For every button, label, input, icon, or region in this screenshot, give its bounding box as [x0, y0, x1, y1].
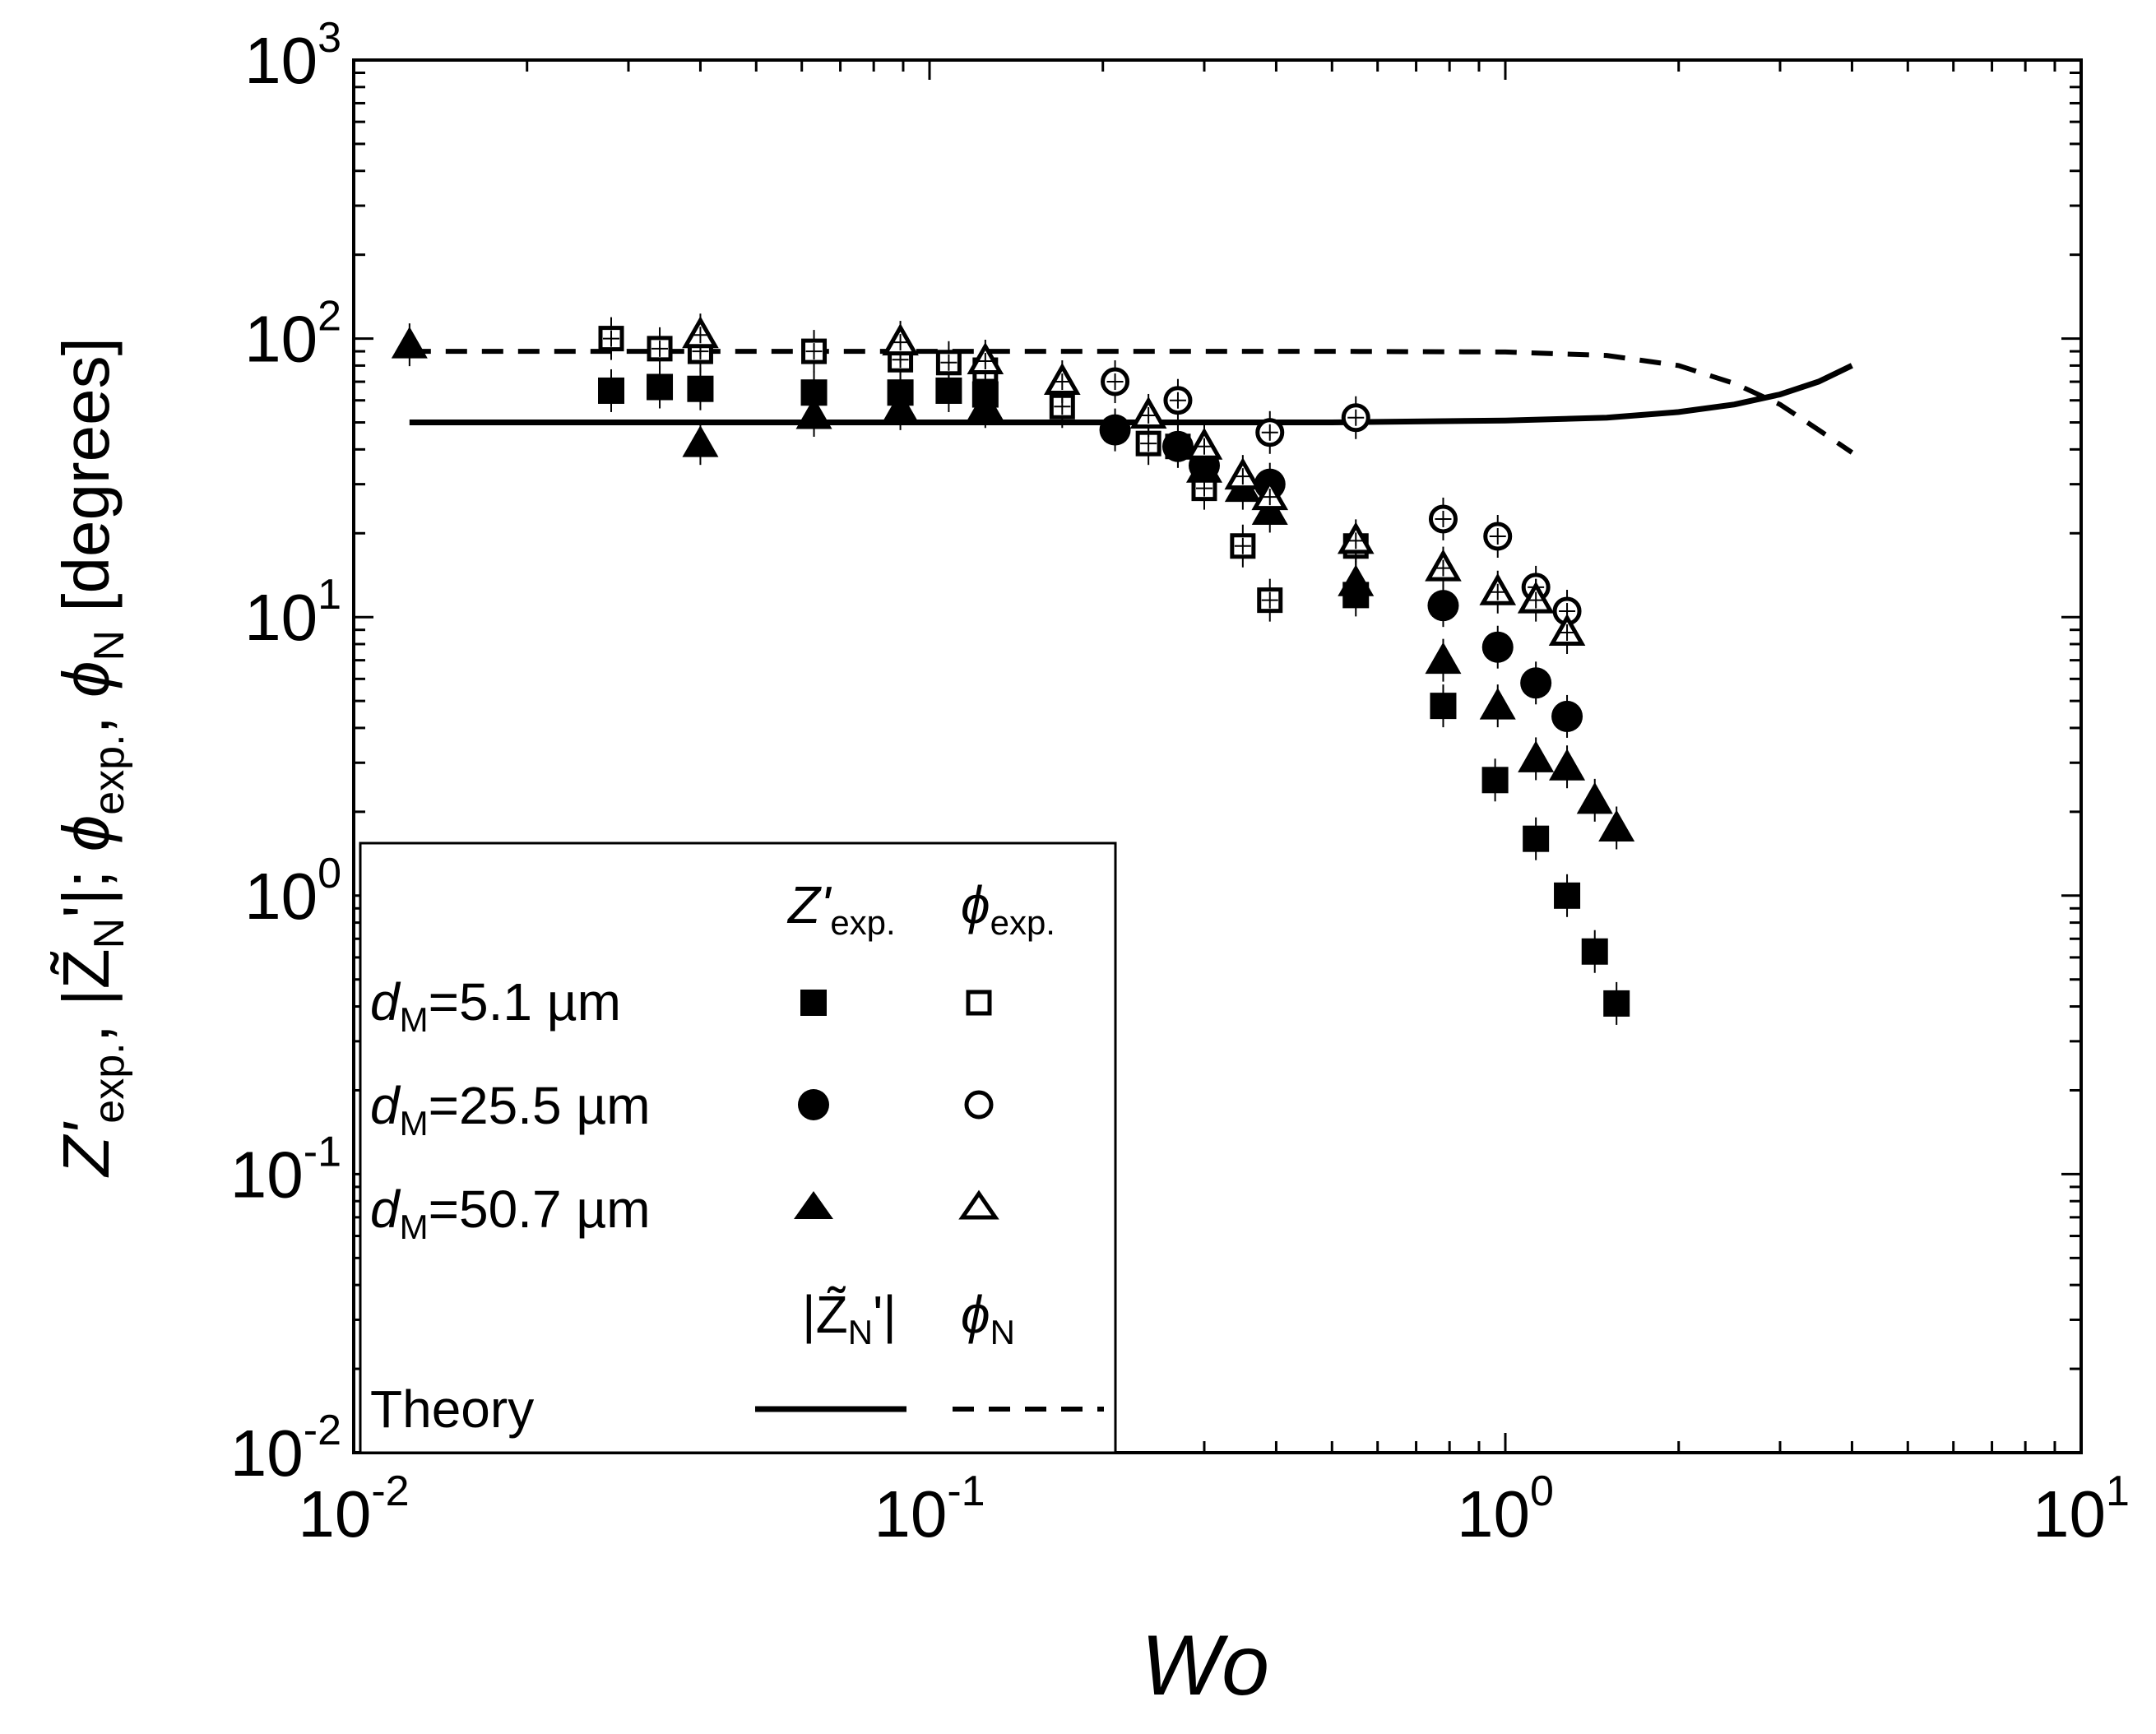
- point-square-filled: [1603, 981, 1630, 1025]
- x-tick-label: 10-1: [874, 1467, 985, 1551]
- legend: Z'exp. ϕexp. dM=5.1 µm dM=25.5 µm dM=50.…: [359, 842, 1117, 1454]
- theory-curves: [409, 349, 1854, 455]
- y-tick-label: 103: [244, 14, 341, 97]
- point-circle-open: [1341, 396, 1370, 439]
- point-square-filled: [935, 369, 962, 412]
- point-triangle-filled: [1518, 737, 1555, 781]
- plot-frame: [352, 58, 2083, 1454]
- point-triangle-open: [1224, 455, 1262, 498]
- point-triangle-filled: [1598, 806, 1635, 850]
- tick-labels: 10-2 10-1 100 101 10-2 10-1 100 101 102 103: [230, 14, 2130, 1551]
- point-triangle-open: [1251, 475, 1289, 519]
- legend-row-2-label: dM=25.5 µm: [370, 1076, 651, 1143]
- point-square-open: [647, 327, 673, 370]
- point-triangle-open: [682, 313, 719, 357]
- point-triangle-open: [1129, 393, 1167, 437]
- point-circle-open: [1163, 378, 1193, 422]
- point-triangle-filled: [1425, 638, 1462, 682]
- legend-col-phi: ϕexp.: [961, 875, 1055, 942]
- point-triangle-filled: [1549, 745, 1586, 789]
- legend-theory-col-z: |Z̃N'|: [802, 1285, 897, 1352]
- legend-row-3-label: dM=50.7 µm: [370, 1180, 651, 1246]
- data-points: [391, 313, 1635, 1025]
- point-square-filled: [1554, 874, 1581, 917]
- theory-line-z-n: [409, 363, 1853, 425]
- point-circle-open: [1483, 514, 1513, 558]
- point-triangle-open: [1185, 424, 1223, 468]
- legend-box: [359, 842, 1117, 1454]
- point-triangle-filled: [1479, 684, 1516, 728]
- point-circle-filled: [1551, 694, 1583, 738]
- point-triangle-open: [967, 340, 1004, 383]
- legend-col-z: Z'exp.: [786, 875, 896, 942]
- point-triangle-filled: [1576, 778, 1613, 822]
- point-square-filled: [1581, 930, 1608, 973]
- point-square-filled: [1523, 817, 1550, 860]
- point-square-filled: [1430, 684, 1457, 728]
- legend-marker-circle-filled: [798, 1089, 829, 1120]
- legend-marker-square-open: [966, 990, 992, 1016]
- point-triangle-filled: [1338, 561, 1375, 605]
- y-tick-label: 102: [244, 293, 341, 376]
- y-tick-label: 10-2: [230, 1407, 341, 1490]
- legend-marker-triangle-open: [958, 1189, 999, 1220]
- theory-line-phi-n: [409, 349, 1854, 455]
- legend-marker-circle-open: [964, 1090, 994, 1120]
- point-circle-filled: [1161, 424, 1194, 468]
- point-circle-open: [1101, 360, 1130, 404]
- point-square-filled: [647, 365, 674, 409]
- x-tick-label: 101: [2033, 1467, 2130, 1551]
- point-triangle-open: [1548, 610, 1586, 654]
- point-circle-filled: [1427, 584, 1459, 628]
- point-triangle-filled: [682, 422, 719, 466]
- point-triangle-open: [1517, 578, 1555, 622]
- point-square-filled: [1481, 758, 1509, 802]
- point-circle-filled: [1520, 661, 1552, 705]
- point-triangle-filled: [967, 385, 1004, 429]
- y-tick-label: 100: [244, 850, 341, 933]
- point-square-open: [1230, 524, 1256, 568]
- point-square-filled: [598, 369, 625, 412]
- point-triangle-open: [1425, 546, 1462, 590]
- y-tick-label: 101: [244, 571, 341, 654]
- point-circle-filled: [1481, 625, 1514, 669]
- legend-marker-square-filled: [800, 990, 827, 1016]
- legend-theory-col-phi: ϕN: [961, 1285, 1015, 1352]
- x-axis-label: Wo: [1141, 1618, 1269, 1713]
- x-tick-label: 100: [1457, 1467, 1554, 1551]
- legend-row-1-label: dM=5.1 µm: [370, 972, 621, 1039]
- point-circle-open: [1428, 497, 1458, 540]
- point-triangle-filled: [882, 387, 919, 430]
- point-circle-filled: [1099, 408, 1131, 452]
- y-axis-label: Z'exp., |Z̃N'|; ϕexp., ϕN [degrees]: [49, 337, 133, 1178]
- legend-marker-triangle-filled: [794, 1191, 833, 1219]
- point-triangle-filled: [391, 323, 428, 367]
- point-square-open: [1257, 578, 1283, 622]
- point-square-filled: [687, 367, 714, 410]
- point-square-open: [801, 330, 828, 373]
- point-triangle-filled: [795, 393, 832, 437]
- point-triangle-open: [1044, 360, 1081, 404]
- legend-theory-label: Theory: [370, 1379, 534, 1439]
- point-circle-open: [1255, 410, 1285, 454]
- x-tick-label: 10-2: [298, 1467, 409, 1551]
- point-square-open: [935, 341, 962, 384]
- point-triangle-open: [1337, 519, 1375, 563]
- point-triangle-open: [1479, 570, 1517, 614]
- point-square-open: [598, 317, 624, 360]
- y-tick-label: 10-1: [230, 1128, 341, 1211]
- point-triangle-open: [882, 321, 919, 364]
